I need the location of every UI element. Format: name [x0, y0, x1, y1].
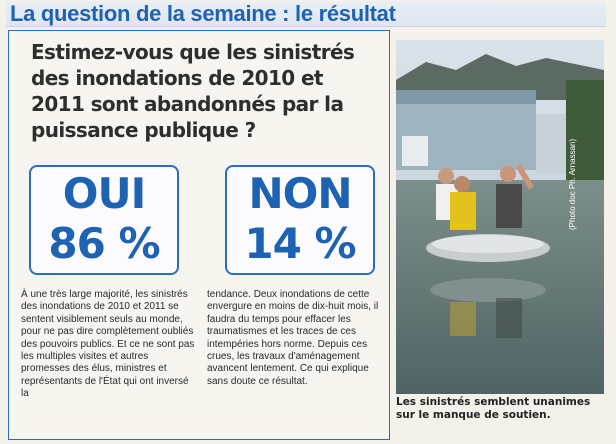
photo-credit: (Photo doc Ph. Arnassan)	[568, 138, 577, 230]
flood-photo	[396, 40, 604, 394]
photo-caption: Les sinistrés semblent unanimes sur le m…	[396, 396, 591, 421]
vote-label-non: NON	[248, 169, 352, 218]
article-text-left: À une très large majorité, les sinistrés…	[21, 289, 195, 400]
poll-question: Estimez-vous que les sinistrés des inond…	[31, 40, 355, 142]
vote-percent-non: 14 %	[244, 219, 356, 268]
poll-panel: Estimez-vous que les sinistrés des inond…	[8, 30, 390, 440]
vote-box-non: NON 14 %	[225, 165, 375, 275]
article-text-right: tendance. Deux inondations de cette enve…	[207, 289, 379, 387]
section-header: La question de la semaine : le résultat	[6, 1, 606, 27]
section-title: La question de la semaine : le résultat	[10, 1, 396, 26]
vote-percent-oui: 86 %	[48, 219, 160, 268]
flood-photo-illustration	[396, 40, 604, 394]
vote-box-oui: OUI 86 %	[29, 165, 179, 275]
vote-label-oui: OUI	[62, 169, 146, 218]
